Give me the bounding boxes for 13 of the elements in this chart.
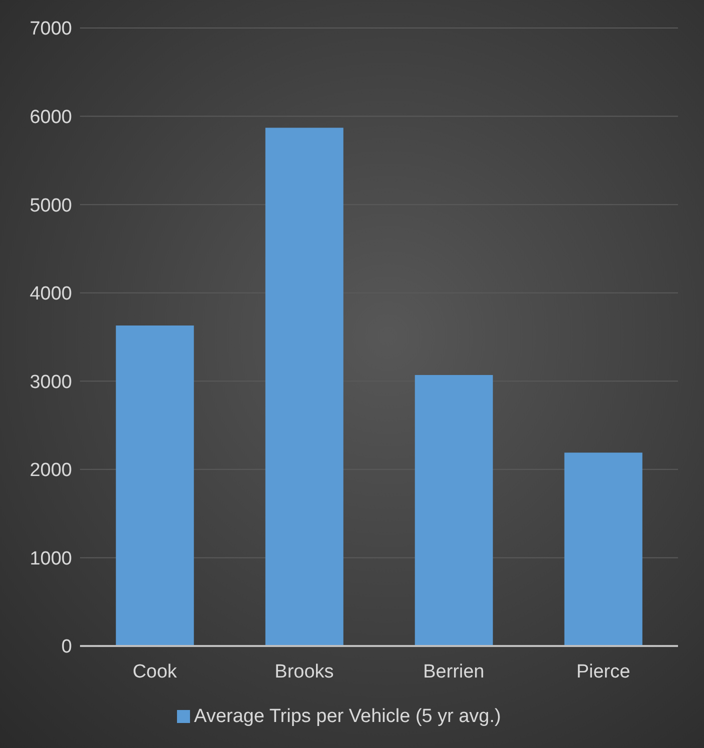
legend-label: Average Trips per Vehicle (5 yr avg.) <box>194 706 501 727</box>
y-tick-label: 7000 <box>30 18 72 40</box>
y-tick-label: 6000 <box>30 107 72 128</box>
x-tick-label: Pierce <box>576 661 630 682</box>
y-tick-label: 2000 <box>30 460 72 482</box>
x-tick-label: Cook <box>132 661 178 682</box>
y-tick-label: 5000 <box>30 195 72 216</box>
x-tick-label: Brooks <box>274 661 334 682</box>
x-tick-label: Berrien <box>423 661 484 682</box>
y-tick-label: 3000 <box>30 372 72 393</box>
y-tick-label: 4000 <box>30 284 72 305</box>
y-tick-label: 0 <box>61 636 72 658</box>
y-tick-label: 1000 <box>30 548 72 570</box>
